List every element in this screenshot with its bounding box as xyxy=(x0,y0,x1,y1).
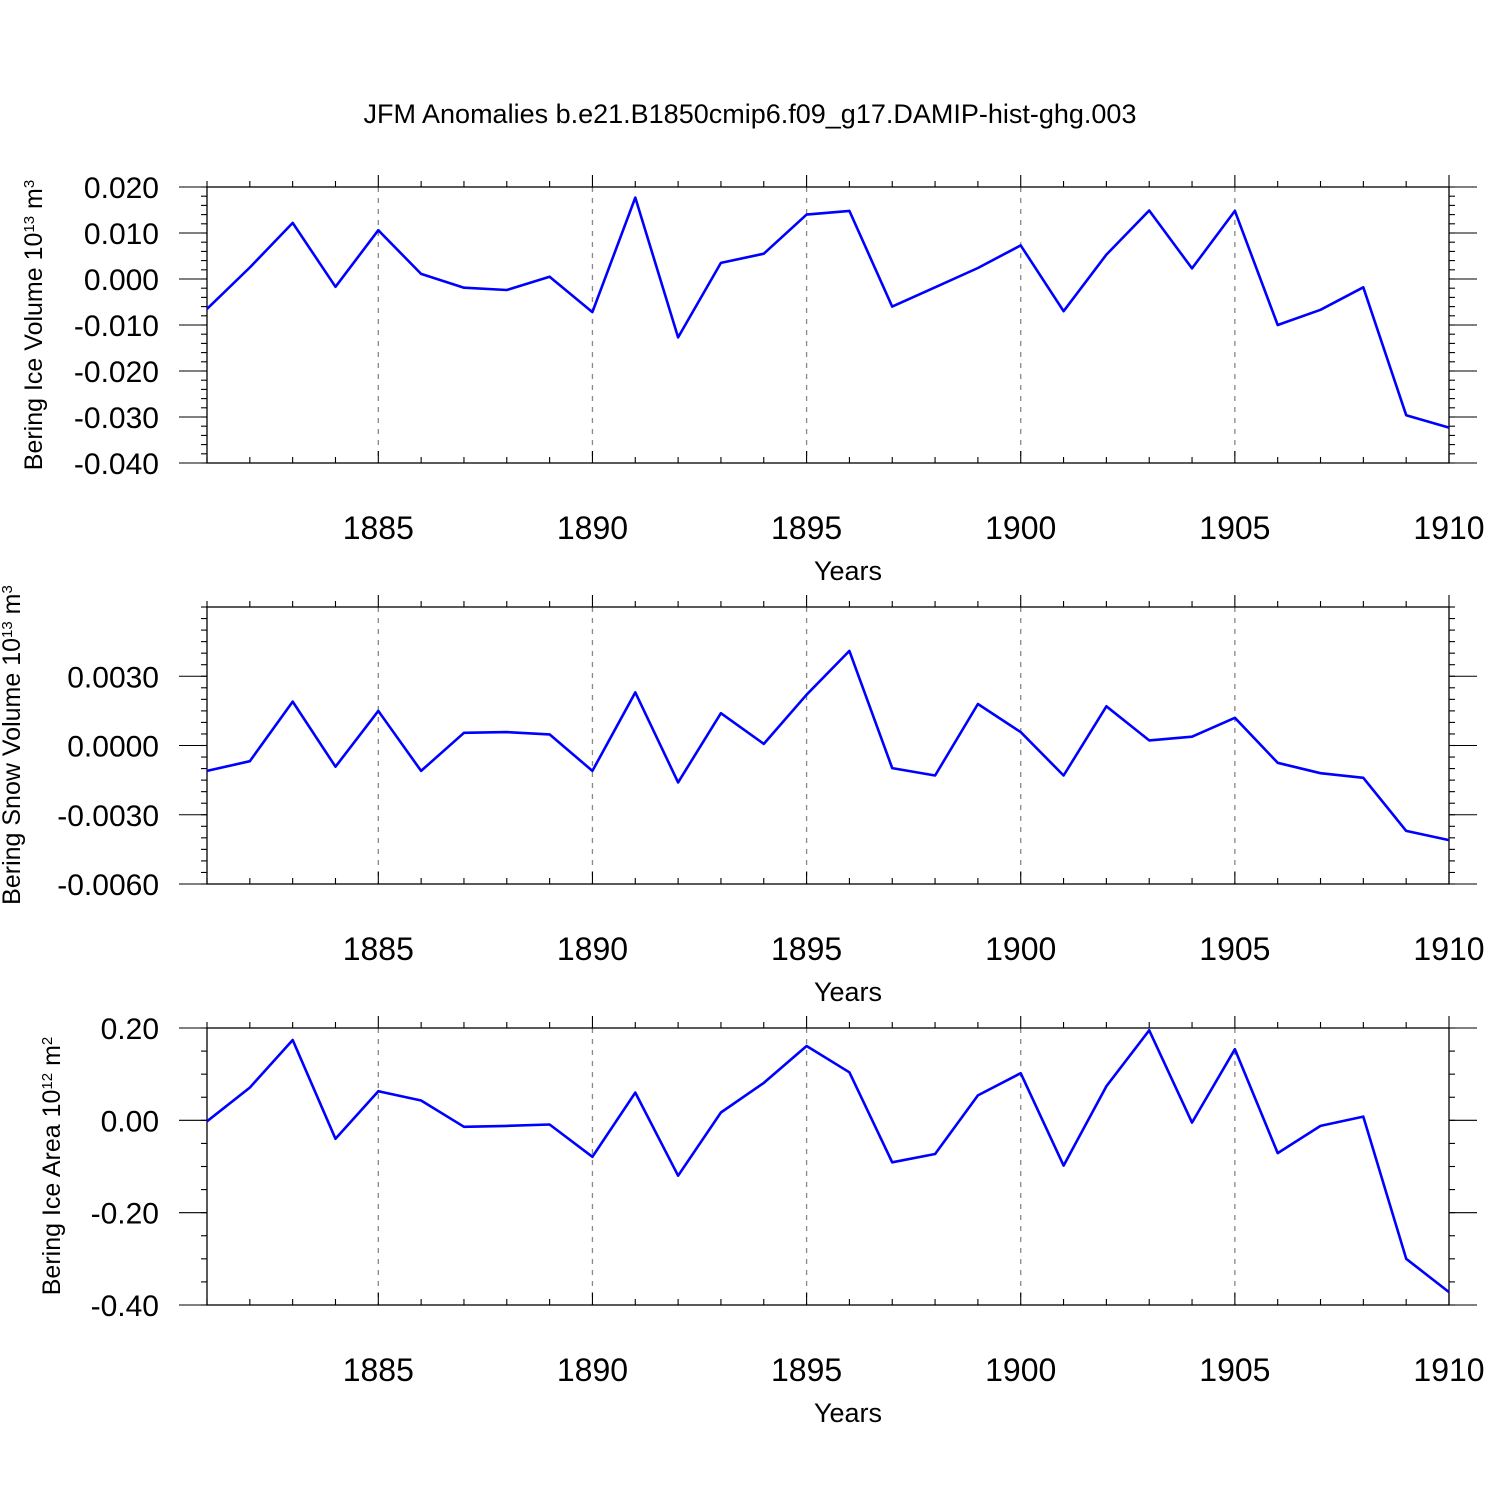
y-axis-label-text: Bering Ice Area 10 xyxy=(38,1090,66,1296)
y-tick-label: 0.0030 xyxy=(67,661,159,694)
y-axis-label-exponent: 13 xyxy=(21,216,38,233)
x-tick-label: 1890 xyxy=(557,510,628,546)
panel-2: 1885 1890 1895 1900 1905 1910 0.0030 0.0000 -0.0… xyxy=(0,585,1485,1007)
x-tick-label: 1885 xyxy=(343,510,414,546)
x-tick-label: 1900 xyxy=(985,1352,1056,1388)
y-axis-label-text: m xyxy=(20,188,48,216)
x-tick-label: 1885 xyxy=(343,931,414,967)
x-tick-label: 1890 xyxy=(557,1352,628,1388)
y-axis-label: Bering Snow Volume 1013 m3 xyxy=(0,585,26,905)
y-tick-label: -0.0060 xyxy=(57,869,159,902)
y-tick-label: 0.0000 xyxy=(67,731,159,764)
x-tick-label: 1895 xyxy=(771,1352,842,1388)
y-tick-label: -0.030 xyxy=(74,402,159,435)
y-tick-label: -0.040 xyxy=(74,448,159,481)
y-axis-label-exponent: 3 xyxy=(0,585,16,593)
x-tick-label: 1905 xyxy=(1199,1352,1270,1388)
y-tick-label: -0.40 xyxy=(91,1290,159,1323)
y-tick-label: 0.00 xyxy=(101,1105,159,1138)
x-axis-label: Years xyxy=(814,556,882,586)
panel-1: 1885 1890 1895 1900 1905 1910 0.020 0.010 0.000 -… xyxy=(20,172,1485,586)
y-axis-label-exponent: 12 xyxy=(39,1073,56,1090)
x-axis-label: Years xyxy=(814,977,882,1007)
x-tick-label: 1900 xyxy=(985,931,1056,967)
y-axis-label-text: Bering Ice Volume 10 xyxy=(20,233,48,471)
figure-title: JFM Anomalies b.e21.B1850cmip6.f09_g17.D… xyxy=(364,99,1137,129)
x-tick-label: 1905 xyxy=(1199,510,1270,546)
y-axis-label: Bering Ice Area 1012 m2 xyxy=(38,1037,66,1296)
x-tick-label: 1910 xyxy=(1413,931,1484,967)
y-tick-label: 0.000 xyxy=(84,264,159,297)
y-axis-label: Bering Ice Volume 1013 m3 xyxy=(20,180,48,470)
panel-3: 1885 1890 1895 1900 1905 1910 0.20 0.00 -0.20 -0.… xyxy=(38,1013,1485,1428)
y-axis-label-exponent: 3 xyxy=(21,180,38,188)
y-tick-label: -0.010 xyxy=(74,310,159,343)
x-tick-label: 1885 xyxy=(343,1352,414,1388)
y-axis-label-exponent: 2 xyxy=(39,1037,56,1045)
x-tick-label: 1895 xyxy=(771,931,842,967)
y-tick-label: 0.20 xyxy=(101,1013,159,1046)
y-tick-label: -0.20 xyxy=(91,1198,159,1231)
y-tick-label: -0.0030 xyxy=(57,800,159,833)
plot-frame xyxy=(206,1027,1450,1306)
plot-frame xyxy=(206,186,1450,464)
y-axis-label-text: Bering Snow Volume 10 xyxy=(0,638,26,905)
series-line xyxy=(206,649,1450,842)
x-tick-label: 1905 xyxy=(1199,931,1270,967)
series-line xyxy=(206,1029,1450,1294)
y-tick-label: 0.020 xyxy=(84,172,159,205)
x-tick-label: 1890 xyxy=(557,931,628,967)
x-axis-label: Years xyxy=(814,1398,882,1428)
x-tick-label: 1900 xyxy=(985,510,1056,546)
x-tick-label: 1910 xyxy=(1413,510,1484,546)
x-tick-label: 1910 xyxy=(1413,1352,1484,1388)
y-tick-label: -0.020 xyxy=(74,356,159,389)
y-axis-label-text: m xyxy=(0,594,26,622)
x-tick-label: 1895 xyxy=(771,510,842,546)
y-axis-label-exponent: 13 xyxy=(0,621,16,638)
y-tick-label: 0.010 xyxy=(84,218,159,251)
y-axis-label-text: m xyxy=(38,1045,66,1073)
series-line xyxy=(206,196,1450,429)
